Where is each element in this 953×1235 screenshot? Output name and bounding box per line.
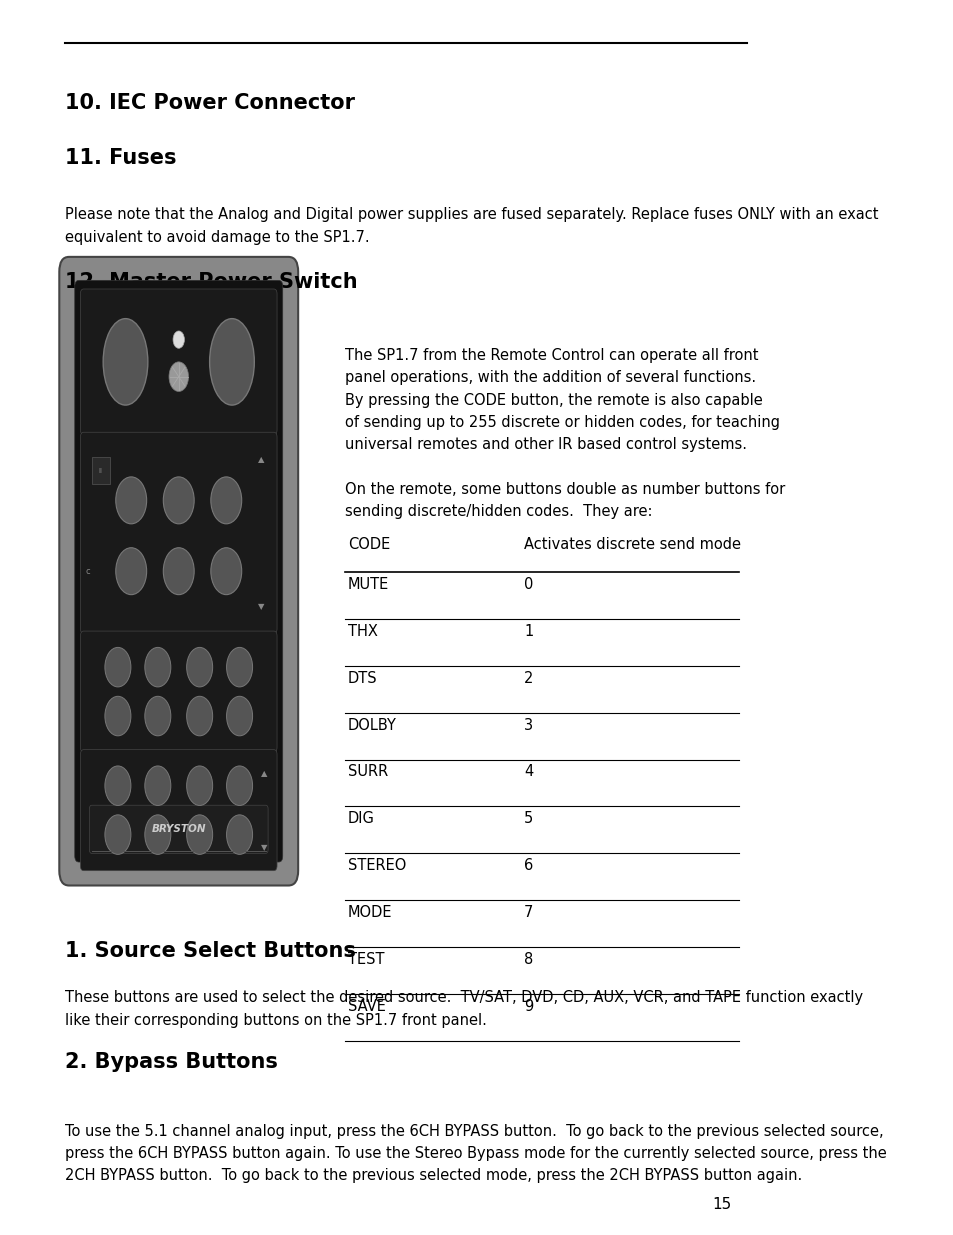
Text: MUTE: MUTE xyxy=(347,577,389,592)
FancyBboxPatch shape xyxy=(90,805,268,853)
Text: 12. Master Power Switch: 12. Master Power Switch xyxy=(65,272,357,291)
Text: THX: THX xyxy=(347,624,377,638)
Text: 2. Bypass Buttons: 2. Bypass Buttons xyxy=(65,1052,277,1072)
Text: ▼: ▼ xyxy=(258,601,265,611)
Text: 1. Source Select Buttons: 1. Source Select Buttons xyxy=(65,941,355,961)
Text: 11. Fuses: 11. Fuses xyxy=(65,148,176,168)
Text: 15: 15 xyxy=(711,1197,730,1212)
Text: SURR: SURR xyxy=(347,764,388,779)
Circle shape xyxy=(187,697,213,736)
Circle shape xyxy=(211,477,241,524)
Circle shape xyxy=(187,647,213,687)
Circle shape xyxy=(227,815,253,855)
Circle shape xyxy=(105,815,131,855)
Text: SAVE: SAVE xyxy=(347,999,385,1014)
FancyBboxPatch shape xyxy=(80,289,276,435)
Ellipse shape xyxy=(103,319,148,405)
Text: ▼: ▼ xyxy=(260,842,267,852)
Text: 8: 8 xyxy=(523,952,533,967)
Text: STEREO: STEREO xyxy=(347,858,406,873)
Circle shape xyxy=(227,647,253,687)
Text: ▲: ▲ xyxy=(258,454,265,464)
Text: On the remote, some buttons double as number buttons for
sending discrete/hidden: On the remote, some buttons double as nu… xyxy=(345,482,784,519)
Text: ▲: ▲ xyxy=(260,768,267,778)
Text: 1: 1 xyxy=(523,624,533,638)
Circle shape xyxy=(169,362,189,391)
Text: DOLBY: DOLBY xyxy=(347,718,396,732)
Circle shape xyxy=(115,548,147,595)
Circle shape xyxy=(227,697,253,736)
Text: DIG: DIG xyxy=(347,811,375,826)
Text: These buttons are used to select the desired source.  TV/SAT, DVD, CD, AUX, VCR,: These buttons are used to select the des… xyxy=(65,990,862,1028)
Text: 4: 4 xyxy=(523,764,533,779)
Text: BRYSTON: BRYSTON xyxy=(152,824,206,835)
Circle shape xyxy=(105,697,131,736)
Text: 7: 7 xyxy=(523,905,533,920)
Circle shape xyxy=(145,697,171,736)
Text: 6: 6 xyxy=(523,858,533,873)
Text: DTS: DTS xyxy=(347,671,377,685)
Text: CODE: CODE xyxy=(347,537,390,552)
FancyBboxPatch shape xyxy=(80,432,276,634)
Text: 2: 2 xyxy=(523,671,533,685)
FancyBboxPatch shape xyxy=(80,631,276,752)
Text: The SP1.7 from the Remote Control can operate all front
panel operations, with t: The SP1.7 from the Remote Control can op… xyxy=(345,348,780,452)
Text: MODE: MODE xyxy=(347,905,392,920)
Text: 3: 3 xyxy=(523,718,533,732)
Text: 9: 9 xyxy=(523,999,533,1014)
Circle shape xyxy=(211,548,241,595)
FancyBboxPatch shape xyxy=(80,750,276,871)
Text: II: II xyxy=(99,468,103,473)
Ellipse shape xyxy=(210,319,254,405)
Text: 5: 5 xyxy=(523,811,533,826)
Circle shape xyxy=(105,766,131,805)
Text: Activates discrete send mode: Activates discrete send mode xyxy=(523,537,740,552)
Text: 0: 0 xyxy=(523,577,533,592)
Text: 10. IEC Power Connector: 10. IEC Power Connector xyxy=(65,93,355,112)
Circle shape xyxy=(187,766,213,805)
FancyBboxPatch shape xyxy=(59,257,298,885)
FancyBboxPatch shape xyxy=(74,280,282,862)
Circle shape xyxy=(172,331,184,348)
Text: To use the 5.1 channel analog input, press the 6CH BYPASS button.  To go back to: To use the 5.1 channel analog input, pre… xyxy=(65,1124,886,1183)
Text: TEST: TEST xyxy=(347,952,384,967)
Text: Please note that the Analog and Digital power supplies are fused separately. Rep: Please note that the Analog and Digital … xyxy=(65,207,878,245)
Circle shape xyxy=(145,647,171,687)
Circle shape xyxy=(145,766,171,805)
Circle shape xyxy=(145,815,171,855)
Text: c: c xyxy=(85,567,90,576)
Circle shape xyxy=(163,548,194,595)
Bar xyxy=(91,457,110,484)
Circle shape xyxy=(105,647,131,687)
Circle shape xyxy=(115,477,147,524)
Circle shape xyxy=(227,766,253,805)
Circle shape xyxy=(187,815,213,855)
Circle shape xyxy=(163,477,194,524)
